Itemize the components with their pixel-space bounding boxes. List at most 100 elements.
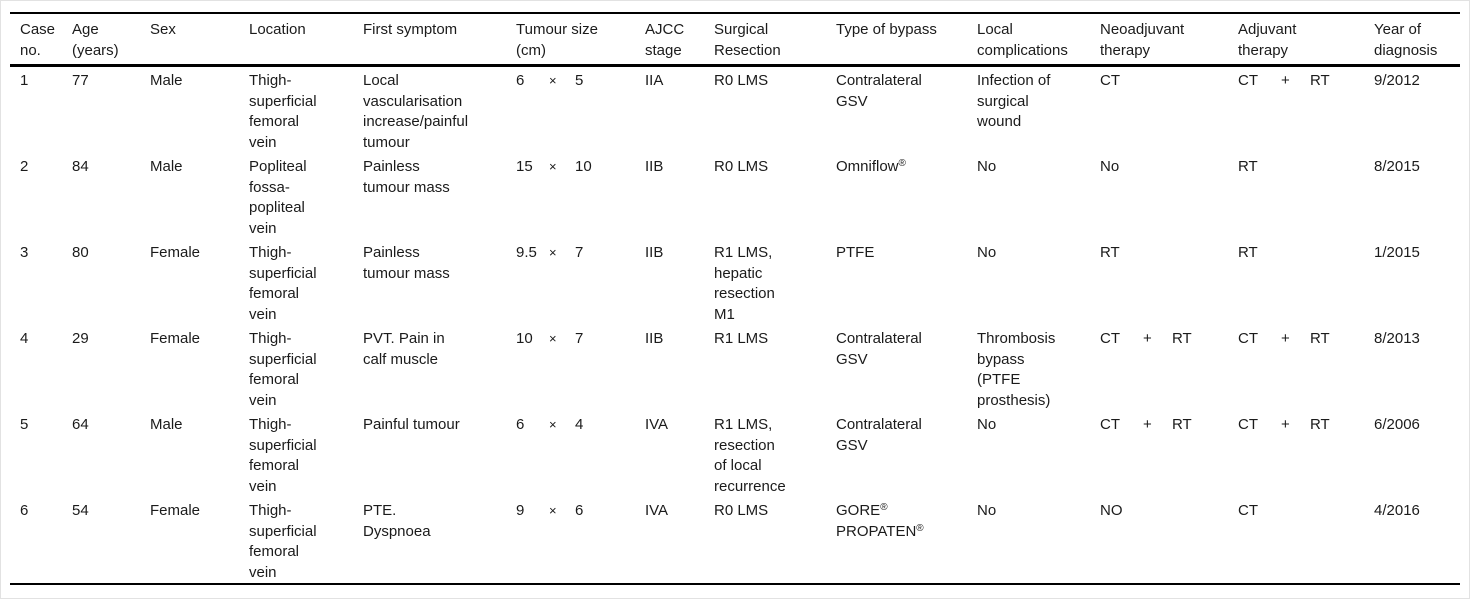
cell-first_symptom: PVT. Pain in calf muscle [363,330,445,368]
cell-age: 64 [72,416,89,433]
cell-part: CT [1238,330,1258,347]
cell-part: RT [1172,416,1192,433]
cell-sex: Female [150,244,201,261]
column-header-tumour_size: Tumour size (cm) [516,21,598,59]
column-header-age: Age (years) [72,21,119,59]
case-table-body: 1 77 Male Thigh- superficial femoral vein Lo… [10,66,1460,585]
cell-type_of_bypass: Omniflow® [836,158,906,175]
cell-ajcc_stage: IIB [645,244,664,261]
cell-year_of_diagnosis: 1/2015 [1374,244,1420,261]
column-header-year_of_diagnosis: Year of diagnosis [1374,21,1438,59]
cell-neoadjuvant_therapy: RT [1100,244,1120,261]
cell-ajcc_stage: IIA [645,72,664,89]
cell-part: CT [1238,416,1258,433]
cell-first_symptom: Local vascularisation increase/painful t… [363,72,469,151]
cell-tumour_size: 15 × 10 [506,153,635,239]
cell-part: × [549,503,557,518]
cell-ajcc_stage: IIB [645,158,664,175]
cell-part: 7 [575,330,584,347]
cell-year_of_diagnosis: 8/2013 [1374,330,1420,347]
column-header-sex: Sex [150,21,176,38]
cell-year_of_diagnosis: 6/2006 [1374,416,1420,433]
registered-trademark-symbol: ® [880,502,888,513]
cell-part: + [1143,330,1152,347]
cell-tumour_size: 9.5 × 7 [506,239,635,325]
case-table: Case no. Age (years) Sex Location First symp… [10,12,1460,585]
cell-local_complications: No [977,416,997,433]
cell-part: RT [1172,330,1192,347]
cell-part: × [549,331,557,346]
cell-adjuvant_therapy: RT [1238,158,1258,175]
cell-surgical_resection: R1 LMS, resection of local recurrence [714,416,786,495]
cell-sex: Male [150,72,183,89]
cell-part: RT [1310,72,1330,89]
column-header-case_no: Case no. [20,21,56,59]
cell-local_complications: No [977,158,997,175]
cell-surgical_resection: R0 LMS [714,158,769,175]
cell-part: × [549,417,557,432]
cell-part: RT [1310,416,1330,433]
cell-ajcc_stage: IVA [645,502,669,519]
column-header-first_symptom: First symptom [363,21,458,38]
cell-location: Thigh- superficial femoral vein [249,244,317,323]
cell-part: 9 [516,502,525,519]
cell-part: + [1281,72,1290,89]
header-row: Case no. Age (years) Sex Location First symp… [10,13,1460,66]
cell-type_of_bypass: PTFE [836,244,875,261]
cell-part: + [1281,330,1290,347]
cell-first_symptom: Painless tumour mass [363,244,450,282]
cell-case_no: 6 [20,502,29,519]
cell-case_no: 4 [20,330,29,347]
cell-adjuvant_therapy: CT + RT [1228,325,1364,411]
cell-type_of_bypass: Contralateral GSV [836,330,922,368]
column-header-surgical_resection: Surgical Resection [714,21,781,59]
cell-surgical_resection: R0 LMS [714,72,769,89]
cell-age: 80 [72,244,89,261]
cell-part: 5 [575,72,584,89]
cell-year_of_diagnosis: 9/2012 [1374,72,1420,89]
cell-adjuvant_therapy: RT [1238,244,1258,261]
cell-age: 84 [72,158,89,175]
column-header-location: Location [249,21,306,38]
cell-part: × [549,245,557,260]
cell-year_of_diagnosis: 4/2016 [1374,502,1420,519]
cell-ajcc_stage: IIB [645,330,664,347]
cell-age: 29 [72,330,89,347]
cell-part: + [1143,416,1152,433]
column-header-adjuvant_therapy: Adjuvant therapy [1238,21,1297,59]
cell-location: Thigh- superficial femoral vein [249,416,317,495]
cell-part: CT [1100,330,1120,347]
cell-tumour_size: 10 × 7 [506,325,635,411]
cell-location: Thigh- superficial femoral vein [249,330,317,409]
cell-neoadjuvant_therapy: No [1100,158,1120,175]
cell-case_no: 1 [20,72,29,89]
cell-tumour_size: 9 × 6 [506,497,635,584]
cell-sex: Female [150,502,201,519]
table-row: 3 80 Female Thigh- superficial femoral vein… [10,239,1460,325]
cell-tumour_size: 6 × 5 [506,66,635,154]
cell-part: × [549,73,557,88]
cell-surgical_resection: R1 LMS, hepatic resection M1 [714,244,775,323]
column-header-type_of_bypass: Type of bypass [836,21,937,38]
cell-local_complications: Thrombosis bypass (PTFE prosthesis) [977,330,1056,409]
cell-neoadjuvant_therapy: CT + RT [1090,411,1228,497]
table-row: 1 77 Male Thigh- superficial femoral vein Lo… [10,66,1460,154]
cell-part: + [1281,416,1290,433]
cell-location: Popliteal fossa- popliteal vein [249,158,307,237]
cell-neoadjuvant_therapy: CT + RT [1090,325,1228,411]
cell-location: Thigh- superficial femoral vein [249,502,317,581]
table-row: 5 64 Male Thigh- superficial femoral vein Pa… [10,411,1460,497]
cell-case_no: 3 [20,244,29,261]
cell-part: 9.5 [516,244,537,261]
cell-ajcc_stage: IVA [645,416,669,433]
cell-sex: Male [150,416,183,433]
cell-sex: Male [150,158,183,175]
cell-part: 6 [516,416,525,433]
cell-surgical_resection: R0 LMS [714,502,769,519]
cell-adjuvant_therapy: CT [1238,502,1258,519]
column-header-ajcc_stage: AJCC stage [645,21,685,59]
cell-part: RT [1310,330,1330,347]
cell-neoadjuvant_therapy: CT [1100,72,1120,89]
cell-part: 4 [575,416,584,433]
